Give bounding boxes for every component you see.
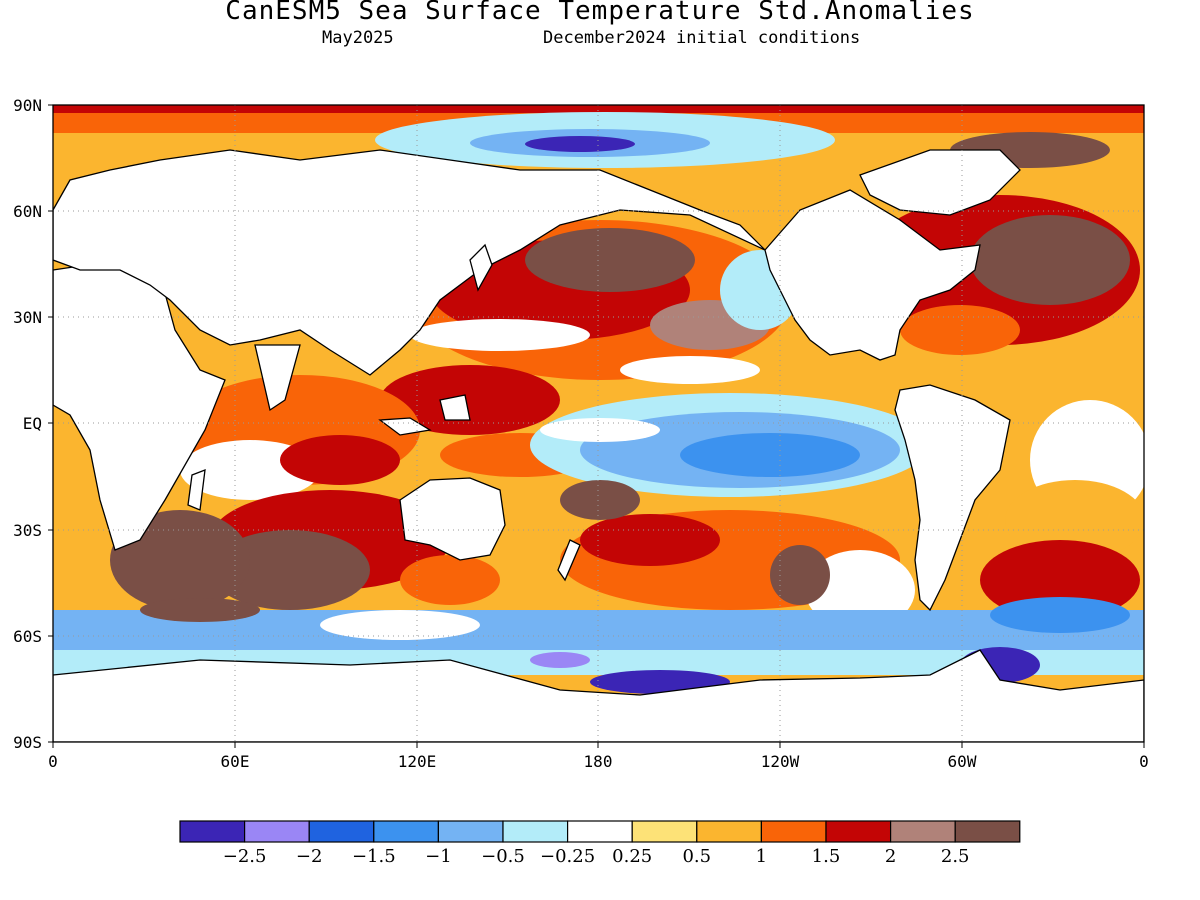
colorbar-swatch [760, 820, 827, 843]
lat-label-60s: 60S [13, 627, 42, 646]
colorbar-swatch [825, 820, 892, 843]
colorbar-label: −1.5 [352, 846, 396, 867]
colorbar-label: 0.5 [682, 846, 711, 867]
colorbar-label: −0.25 [540, 846, 595, 867]
colorbar-swatch [308, 820, 375, 843]
initial-conditions: December2024 initial conditions [543, 28, 861, 48]
chart-title: CanESM5 Sea Surface Temperature Std.Anom… [225, 0, 975, 26]
colorbar-swatch [244, 820, 310, 843]
lat-label-30s: 30S [13, 521, 42, 540]
colorbar-label: 2 [885, 846, 896, 867]
lat-label-eq: EQ [23, 414, 42, 433]
colorbar-label: −0.5 [481, 846, 525, 867]
lat-axis: 90N 60N 30N EQ 30S 60S 90S [13, 96, 53, 752]
lon-label-0: 0 [48, 752, 58, 771]
lon-label-120e: 120E [398, 752, 437, 771]
colorbar-swatch [889, 820, 956, 843]
colorbar-label: −2.5 [223, 846, 267, 867]
graticule [53, 105, 1144, 742]
lat-label-90s: 90S [13, 733, 42, 752]
lat-label-60n: 60N [13, 202, 42, 221]
colorbar-swatch [437, 820, 504, 843]
colorbar-swatch [373, 820, 439, 843]
colorbar: −2.5 −2 −1.5 −1 −0.5 −0.25 0.25 0.5 1 1.5 2 2.5 [179, 820, 1021, 867]
lon-label-0-east: 0 [1139, 752, 1149, 771]
colorbar-label: 1.5 [812, 846, 841, 867]
colorbar-label: −1 [425, 846, 452, 867]
lon-label-180: 180 [584, 752, 613, 771]
colorbar-swatch [696, 820, 762, 843]
colorbar-swatch [566, 820, 633, 843]
colorbar-label: 0.25 [612, 846, 652, 867]
lat-label-90n: 90N [13, 96, 42, 115]
forecast-month: May2025 [322, 28, 394, 48]
colorbar-label: 1 [756, 846, 767, 867]
colorbar-label: −2 [296, 846, 323, 867]
colorbar-swatch [502, 820, 569, 843]
map-field [53, 105, 1144, 742]
lon-label-120w: 120W [761, 752, 800, 771]
lon-axis: 0 60E 120E 180 120W 60W 0 [48, 742, 1149, 771]
lon-label-60e: 60E [221, 752, 250, 771]
colorbar-label: 2.5 [941, 846, 970, 867]
lon-label-60w: 60W [948, 752, 977, 771]
colorbar-swatch [631, 820, 698, 843]
lat-label-30n: 30N [13, 308, 42, 327]
colorbar-swatch [954, 820, 1021, 843]
colorbar-swatch [179, 820, 246, 843]
